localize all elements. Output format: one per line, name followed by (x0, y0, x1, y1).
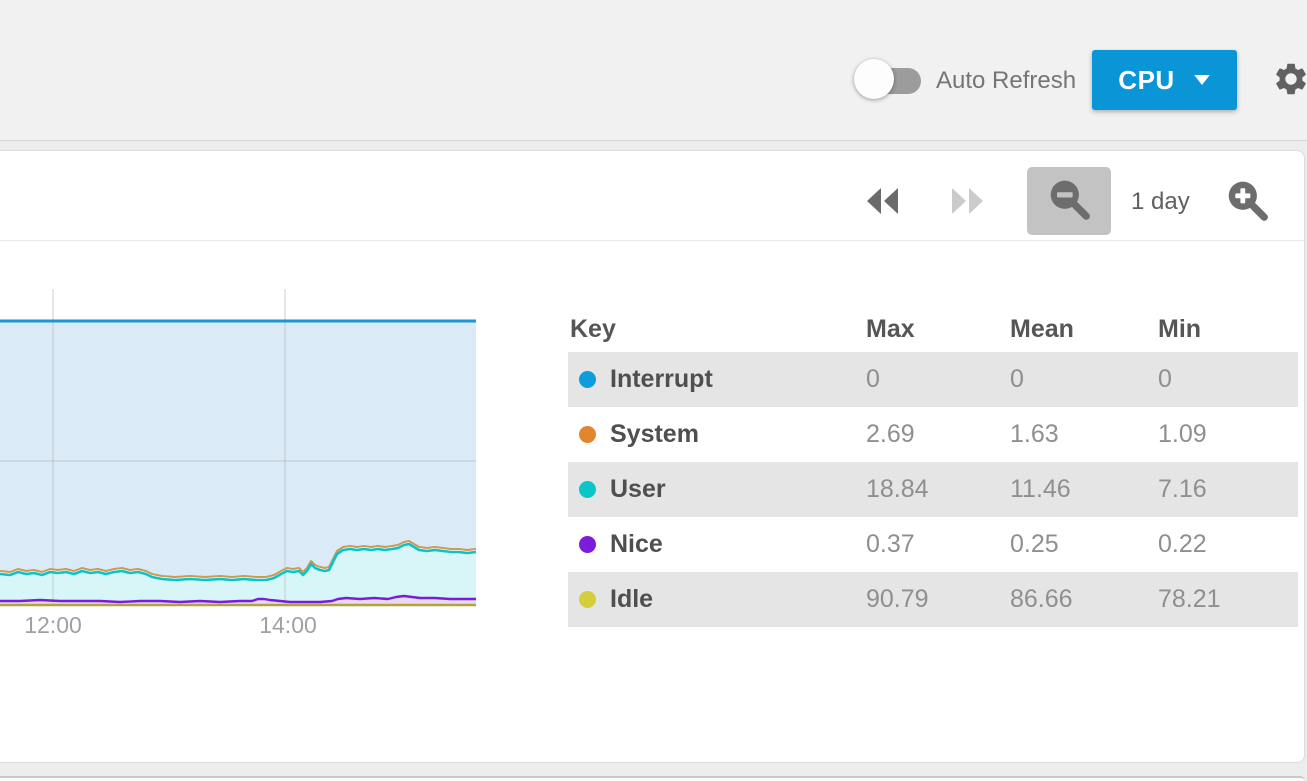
auto-refresh-toggle[interactable] (854, 56, 926, 102)
toggle-knob (854, 59, 894, 99)
legend-col-max: Max (866, 315, 915, 343)
zoom-out-button[interactable] (1027, 167, 1111, 235)
legend-col-key: Key (570, 315, 616, 343)
step-forward-icon[interactable] (950, 185, 986, 217)
toolbar-gap (0, 142, 1307, 150)
x-axis-tick: 12:00 (24, 612, 82, 638)
legend-row: Nice 0.37 0.25 0.22 (568, 517, 1298, 572)
legend-row: Interrupt 0 0 0 (568, 352, 1298, 407)
x-axis-tick: 14:00 (259, 612, 317, 638)
series-color-dot (579, 536, 596, 553)
series-max: 2.69 (866, 420, 915, 448)
chart-toolbar: 1 day (0, 151, 1304, 241)
series-min: 0 (1158, 365, 1172, 393)
legend-header: Key Max Mean Min (568, 306, 1298, 352)
legend-row: System 2.69 1.63 1.09 (568, 407, 1298, 462)
gear-icon[interactable] (1272, 60, 1307, 98)
series-color-dot (579, 591, 596, 608)
time-range-label: 1 day (1131, 188, 1190, 215)
series-mean: 0.25 (1010, 530, 1059, 558)
series-mean: 0 (1010, 365, 1024, 393)
legend-col-mean: Mean (1010, 315, 1074, 343)
legend-row: Idle 90.79 86.66 78.21 (568, 572, 1298, 627)
series-mean: 1.63 (1010, 420, 1059, 448)
auto-refresh-label: Auto Refresh (936, 67, 1077, 94)
legend-rows: Interrupt 0 0 0 System 2.69 1.63 1.09 Us… (568, 352, 1298, 627)
series-label: Idle (610, 585, 654, 613)
legend-table: Key Max Mean Min Interrupt 0 0 0 System … (568, 306, 1298, 627)
zoom-in-icon (1228, 181, 1268, 221)
series-max: 18.84 (866, 475, 929, 503)
graph-select-label: CPU (1118, 64, 1175, 95)
series-color-dot (579, 426, 596, 443)
series-color-dot (579, 481, 596, 498)
series-mean: 86.66 (1010, 585, 1073, 613)
graph-select-button[interactable]: CPU (1092, 50, 1237, 110)
series-label: Nice (610, 530, 663, 558)
series-min: 7.16 (1158, 475, 1207, 503)
series-max: 0.37 (866, 530, 915, 558)
series-min: 0.22 (1158, 530, 1207, 558)
next-card-top-edge (0, 776, 1305, 781)
chevron-down-icon (1193, 75, 1210, 85)
cpu-chart: 12:00 14:00 (0, 289, 477, 638)
series-max: 90.79 (866, 585, 929, 613)
series-label: User (610, 475, 666, 503)
series-min: 1.09 (1158, 420, 1207, 448)
legend-col-min: Min (1158, 315, 1202, 343)
step-back-icon[interactable] (864, 185, 900, 217)
series-min: 78.21 (1158, 585, 1221, 613)
cpu-report-card: 1 day 12:00 14:00 Key Max Mean Min (0, 150, 1305, 763)
zoom-out-icon (1050, 180, 1090, 220)
top-toolbar: Auto Refresh CPU (0, 0, 1307, 141)
series-max: 0 (866, 365, 880, 393)
series-label: Interrupt (610, 365, 713, 393)
chart-area[interactable]: 12:00 14:00 (0, 241, 500, 661)
series-color-dot (579, 371, 596, 388)
series-mean: 11.46 (1010, 475, 1071, 503)
series-label: System (610, 420, 699, 448)
legend-row: User 18.84 11.46 7.16 (568, 462, 1298, 517)
zoom-in-button[interactable] (1224, 179, 1270, 225)
